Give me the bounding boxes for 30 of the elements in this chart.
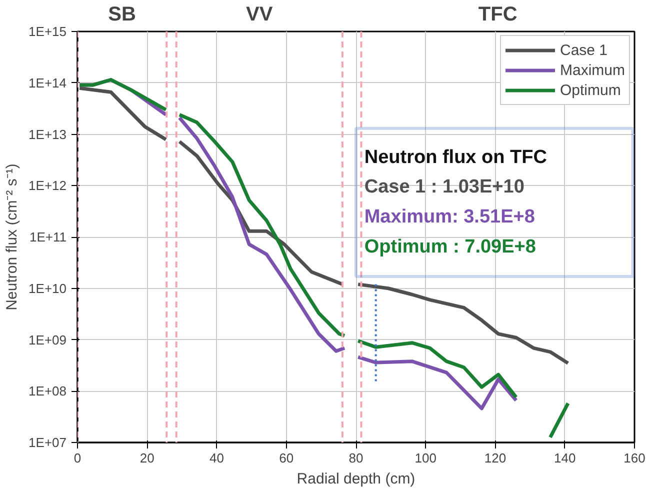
y-tick-label: 1E+07 [28,435,66,450]
annotation: Neutron flux on TFC [364,146,548,168]
legend-label: Optimum [560,82,621,98]
x-tick-label: 160 [624,450,646,466]
text: TFC [478,4,518,26]
x-tick-label: 60 [279,450,294,466]
legend-label: Case 1 [560,42,608,58]
x-tick-label: 0 [74,450,82,466]
legend-label: Maximum [560,62,625,78]
y-tick-label: 1E+09 [28,332,66,348]
y-tick-label: 1E+15 [28,24,66,39]
x-tick-label: 100 [414,450,436,466]
text: VV [246,4,274,26]
y-tick-label: 1E+14 [28,75,66,90]
x-tick-label: 140 [554,450,576,466]
annotation: Maximum: 3.51E+8 [364,206,535,228]
y-axis-title: Neutron flux (cm⁻² s⁻¹) [4,164,21,310]
x-axis-title: Radial depth (cm) [296,470,416,488]
annotation: Case 1 : 1.03E+10 [364,176,524,198]
annotation: Optimum : 7.09E+8 [364,236,536,258]
x-tick-label: 80 [348,450,364,466]
y-tick-label: 1E+13 [28,126,66,142]
x-tick-label: 40 [210,450,224,466]
x-tick-label: 20 [140,450,154,466]
text: SB [108,4,136,26]
y-tick-label: 1E+10 [28,280,66,296]
x-tick-label: 120 [484,450,506,466]
y-tick-label: 1E+12 [28,178,66,194]
y-tick-label: 1E+08 [28,384,66,399]
y-tick-label: 1E+11 [30,230,67,244]
